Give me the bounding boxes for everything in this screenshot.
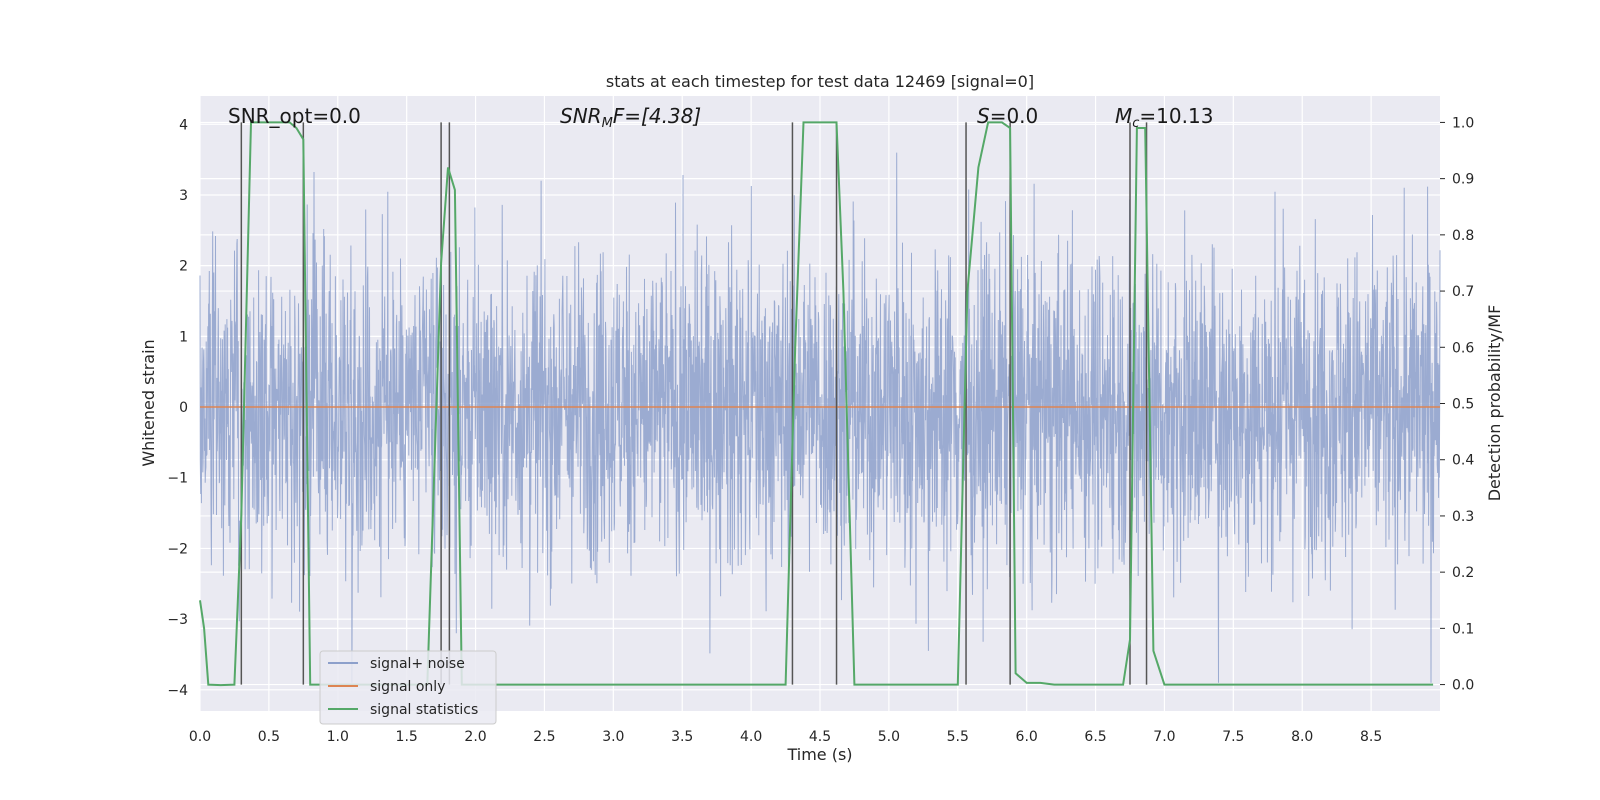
x-tick-label: 3.5 [671, 729, 693, 745]
annotation-snr-mf-sub: M [602, 116, 613, 131]
y-tick-label: −4 [167, 683, 188, 699]
y2-tick-label: 0.4 [1452, 453, 1474, 469]
noise-series [199, 152, 1441, 683]
y-tick-label: 2 [179, 259, 188, 275]
noise-trace [199, 152, 1441, 683]
x-tick-label: 1.5 [396, 729, 418, 745]
y-tick-label: −1 [167, 471, 188, 487]
y2-tick-label: 0.1 [1452, 621, 1474, 637]
y2-tick-label: 0.0 [1452, 678, 1474, 694]
x-tick-label: 5.5 [947, 729, 969, 745]
y2-axis-label: Detection probability/MF [1485, 305, 1504, 502]
x-tick-label: 4.5 [809, 729, 831, 745]
y-tick-label: 0 [179, 400, 188, 416]
annotation-mc-sub: c [1132, 116, 1139, 131]
legend-label-noise: signal+ noise [370, 656, 465, 672]
x-tick-label: 6.5 [1084, 729, 1106, 745]
annotation-s-rest: =0.0 [990, 104, 1039, 128]
legend-box [319, 650, 497, 725]
annotation-snr-opt: SNR_opt=0.0 [228, 104, 361, 128]
x-tick-label: 0.5 [258, 729, 280, 745]
annotation-s: S=0.0 [977, 104, 1038, 128]
chart-title: stats at each timestep for test data 124… [606, 72, 1034, 91]
y-axis-ticks: −4 −3 −2 −1 0 1 2 3 4 [167, 117, 188, 699]
y-tick-label: −2 [167, 541, 188, 557]
y-axis-label: Whitened strain [139, 339, 158, 466]
y-tick-label: 1 [179, 329, 188, 345]
y2-tick-label: 0.5 [1452, 397, 1474, 413]
y2-tick-label: 0.3 [1452, 509, 1474, 525]
y2-tick-label: 0.9 [1452, 172, 1474, 188]
x-tick-label: 0.0 [189, 729, 211, 745]
y2-tick-label: 0.7 [1452, 284, 1474, 300]
x-tick-label: 8.0 [1291, 729, 1313, 745]
annotation-snr-mf-main: SNR [560, 104, 602, 128]
annotation-snr-mf-rest: F=[4.38] [613, 104, 701, 128]
x-tick-label: 4.0 [740, 729, 762, 745]
y-tick-label: −3 [167, 612, 188, 628]
annotation-mc-rest: =10.13 [1139, 104, 1213, 128]
y2-tick-label: 0.6 [1452, 340, 1474, 356]
x-tick-label: 3.0 [602, 729, 624, 745]
y-tick-label: 3 [179, 188, 188, 204]
y-tick-label: 4 [179, 117, 188, 133]
y2-tick-label: 0.8 [1452, 228, 1474, 244]
signal-statistics-series [199, 121, 1434, 687]
x-tick-label: 1.0 [327, 729, 349, 745]
annotation-s-main: S [977, 104, 990, 128]
x-tick-label: 5.0 [878, 729, 900, 745]
x-tick-label: 8.5 [1360, 729, 1382, 745]
x-tick-label: 6.0 [1016, 729, 1038, 745]
annotation-snr-mf: SNRMF=[4.38] [560, 104, 701, 131]
legend-label-signal: signal only [370, 679, 445, 695]
annotation-mc: Mc=10.13 [1115, 104, 1213, 131]
x-tick-label: 2.5 [533, 729, 555, 745]
legend-label-stats: signal statistics [370, 702, 478, 718]
x-tick-label: 7.0 [1153, 729, 1175, 745]
x-axis-label: Time (s) [786, 745, 852, 764]
y2-tick-label: 0.2 [1452, 565, 1474, 581]
y2-axis-ticks: 0.0 0.1 0.2 0.3 0.4 0.5 0.6 0.7 0.8 0.9 1.0 [1440, 115, 1474, 694]
signal-statistics-line [199, 121, 1434, 687]
annotation-mc-main: M [1115, 104, 1132, 128]
x-tick-label: 2.0 [464, 729, 486, 745]
x-axis-ticks: 0.0 0.5 1.0 1.5 2.0 2.5 3.0 3.5 4.0 4.5 5.0 5.5 6.0 6… [189, 729, 1382, 745]
y2-tick-label: 1.0 [1452, 115, 1474, 131]
x-tick-label: 7.5 [1222, 729, 1244, 745]
legend: signal+ noise signal only signal statist… [319, 650, 497, 725]
